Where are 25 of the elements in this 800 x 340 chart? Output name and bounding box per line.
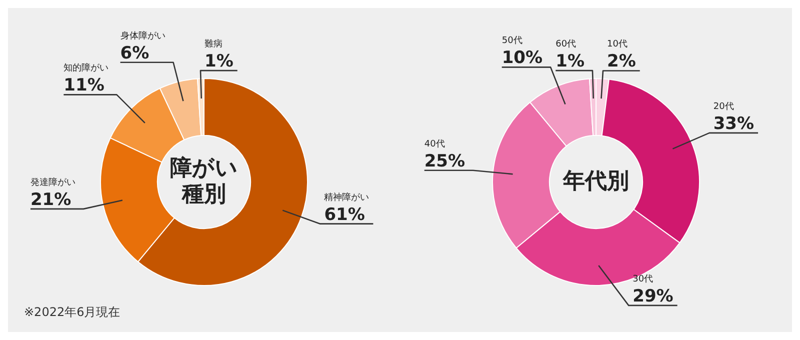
text: 障がい種別 (169, 156, 239, 208)
data-label: 1% (556, 52, 585, 72)
slice-label: 発達障がい (30, 176, 76, 188)
slice-label: 60代 (556, 38, 576, 50)
data-label: 10% (502, 48, 543, 68)
slice-label: 難病 (204, 38, 222, 50)
data-label: 33% (713, 114, 754, 134)
slice-label: 身体障がい (120, 30, 166, 42)
data-label: 1% (204, 52, 234, 72)
slice-label: 20代 (713, 100, 734, 112)
data-label: 21% (30, 190, 72, 210)
data-label: 11% (64, 76, 104, 96)
text: 年代別 (562, 169, 630, 195)
slice-label: 知的障がい (64, 62, 109, 74)
data-label: 29% (632, 286, 674, 306)
text: ※2022年6月現在 (24, 304, 120, 321)
data-label: 2% (607, 52, 636, 72)
data-label: 6% (120, 43, 150, 64)
data-label: 61% (324, 204, 365, 225)
slice-label: 30代 (632, 273, 654, 284)
data-label: 25% (424, 151, 466, 172)
slice-label: 10代 (607, 38, 628, 50)
slice-label: 精神障がい (324, 192, 370, 203)
slice-label: 40代 (424, 138, 445, 150)
slice-label: 50代 (502, 35, 522, 46)
